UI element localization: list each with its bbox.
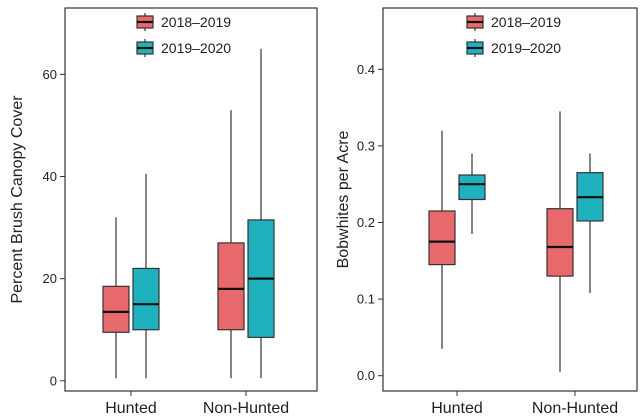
bobwhites-y-tick-label: 0.1 — [357, 292, 375, 307]
legend-label: 2019–2020 — [491, 40, 561, 56]
bobwhites-y-axis: 0.0 0.1 0.2 0.3 0.4 — [357, 62, 383, 383]
iqr-box — [217, 242, 245, 331]
iqr-box — [428, 210, 456, 266]
canopy-y-tick-label: 60 — [43, 67, 57, 82]
canopy-legend: 2018–2019 2019–2020 — [136, 13, 231, 57]
bobwhites-box-2019-hunted — [458, 153, 486, 234]
bobwhites-y-tick-label: 0.4 — [357, 62, 375, 77]
legend-label: 2019–2020 — [161, 40, 231, 56]
canopy-y-tick-label: 40 — [43, 169, 57, 184]
canopy-box-2019-hunted — [132, 173, 160, 379]
canopy-box-2018-non-hunted — [217, 110, 245, 379]
canopy-x-tick-label: Non-Hunted — [203, 400, 289, 417]
bobwhites-x-axis: Hunted Non-Hunted — [431, 391, 618, 417]
canopy-y-tick-label: 20 — [43, 271, 57, 286]
bobwhites-legend-item-2018: 2018–2019 — [466, 13, 561, 31]
bobwhites-box-2019-non-hunted — [576, 153, 604, 293]
bobwhites-y-tick-label: 0.2 — [357, 215, 375, 230]
bobwhites-y-tick-label: 0.3 — [357, 138, 375, 153]
bobwhites-y-tick-label: 0.0 — [357, 368, 375, 383]
canopy-box-2018-hunted — [102, 217, 130, 379]
iqr-box — [132, 267, 160, 331]
bobwhites-box-2018-non-hunted — [546, 111, 574, 372]
bobwhites-legend-item-2019: 2019–2020 — [466, 39, 561, 57]
bobwhites-panel: Bobwhites per Acre 0.0 0.1 0.2 0.3 0.4 Hunte… — [335, 7, 638, 417]
canopy-x-tick-label: Hunted — [105, 400, 157, 417]
bobwhites-legend: 2018–2019 2019–2020 — [466, 13, 561, 57]
iqr-box — [102, 285, 130, 333]
canopy-y-tick-label: 0 — [50, 373, 57, 388]
bobwhites-y-axis-label: Bobwhites per Acre — [335, 130, 352, 268]
bobwhites-x-tick-label: Hunted — [431, 400, 483, 417]
canopy-y-axis-label: Percent Brush Canopy Cover — [9, 95, 26, 304]
bobwhites-plot-frame — [382, 7, 638, 392]
bobwhites-x-tick-label: Non-Hunted — [532, 400, 618, 417]
iqr-box — [546, 208, 574, 277]
bobwhites-box-2018-hunted — [428, 130, 456, 349]
canopy-y-axis: 0 20 40 60 — [43, 67, 65, 388]
bobwhites-boxes — [428, 111, 604, 372]
canopy-box-2019-non-hunted — [247, 48, 275, 379]
canopy-x-axis: Hunted Non-Hunted — [105, 391, 289, 417]
canopy-cover-panel: Percent Brush Canopy Cover 0 20 40 60 Hunte… — [9, 7, 318, 417]
canopy-legend-item-2018: 2018–2019 — [136, 13, 231, 31]
legend-label: 2018–2019 — [161, 14, 231, 30]
iqr-box — [458, 174, 486, 201]
canopy-plot-frame — [64, 7, 318, 392]
canopy-boxes — [102, 48, 275, 379]
legend-label: 2018–2019 — [491, 14, 561, 30]
canopy-legend-item-2019: 2019–2020 — [136, 39, 231, 57]
